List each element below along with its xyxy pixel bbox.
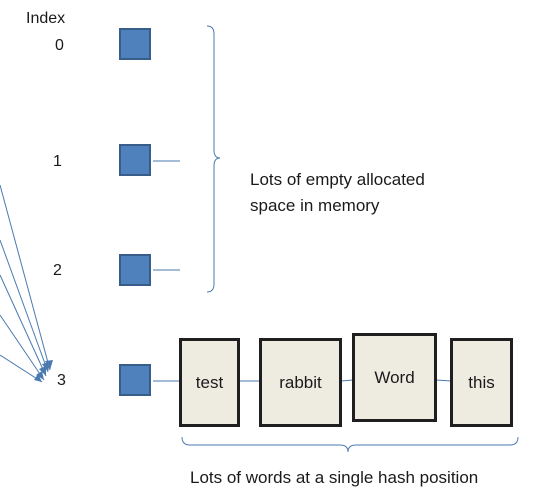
arrow-line bbox=[0, 354, 43, 383]
word-box-test: test bbox=[179, 338, 240, 427]
word-box-word: Word bbox=[352, 333, 437, 422]
vertical-brace bbox=[206, 25, 221, 293]
word-box-this: this bbox=[450, 338, 513, 427]
chain-link bbox=[340, 379, 354, 382]
empty-space-note-line-2: space in memory bbox=[250, 196, 380, 215]
bucket-cell-0 bbox=[119, 28, 151, 60]
arrow-line bbox=[0, 184, 51, 371]
arrow-line bbox=[0, 274, 47, 377]
arrow-line bbox=[0, 314, 45, 381]
arrow-line bbox=[0, 239, 49, 373]
index-label-3: 3 bbox=[57, 372, 66, 389]
incoming-arrows bbox=[0, 184, 51, 383]
bucket-cell-2 bbox=[119, 254, 151, 286]
bucket-ticks bbox=[153, 160, 452, 382]
empty-space-note: Lots of empty allocated space in memory bbox=[250, 167, 425, 219]
empty-space-note-line-1: Lots of empty allocated bbox=[250, 170, 425, 189]
bucket-cell-1 bbox=[119, 144, 151, 176]
words-note: Lots of words at a single hash position bbox=[190, 468, 479, 487]
word-box-rabbit: rabbit bbox=[259, 338, 342, 427]
bucket-cell-3 bbox=[119, 364, 151, 396]
chain-link bbox=[435, 379, 452, 382]
arrow-head bbox=[36, 371, 44, 380]
arrow-head bbox=[34, 374, 42, 382]
index-label-1: 1 bbox=[53, 153, 62, 170]
arrow-heads bbox=[34, 360, 53, 382]
index-header: Index bbox=[26, 10, 66, 27]
arrow-head bbox=[39, 366, 46, 376]
horizontal-brace bbox=[181, 436, 519, 453]
index-label-0: 0 bbox=[55, 37, 64, 54]
index-label-2: 2 bbox=[53, 262, 62, 279]
